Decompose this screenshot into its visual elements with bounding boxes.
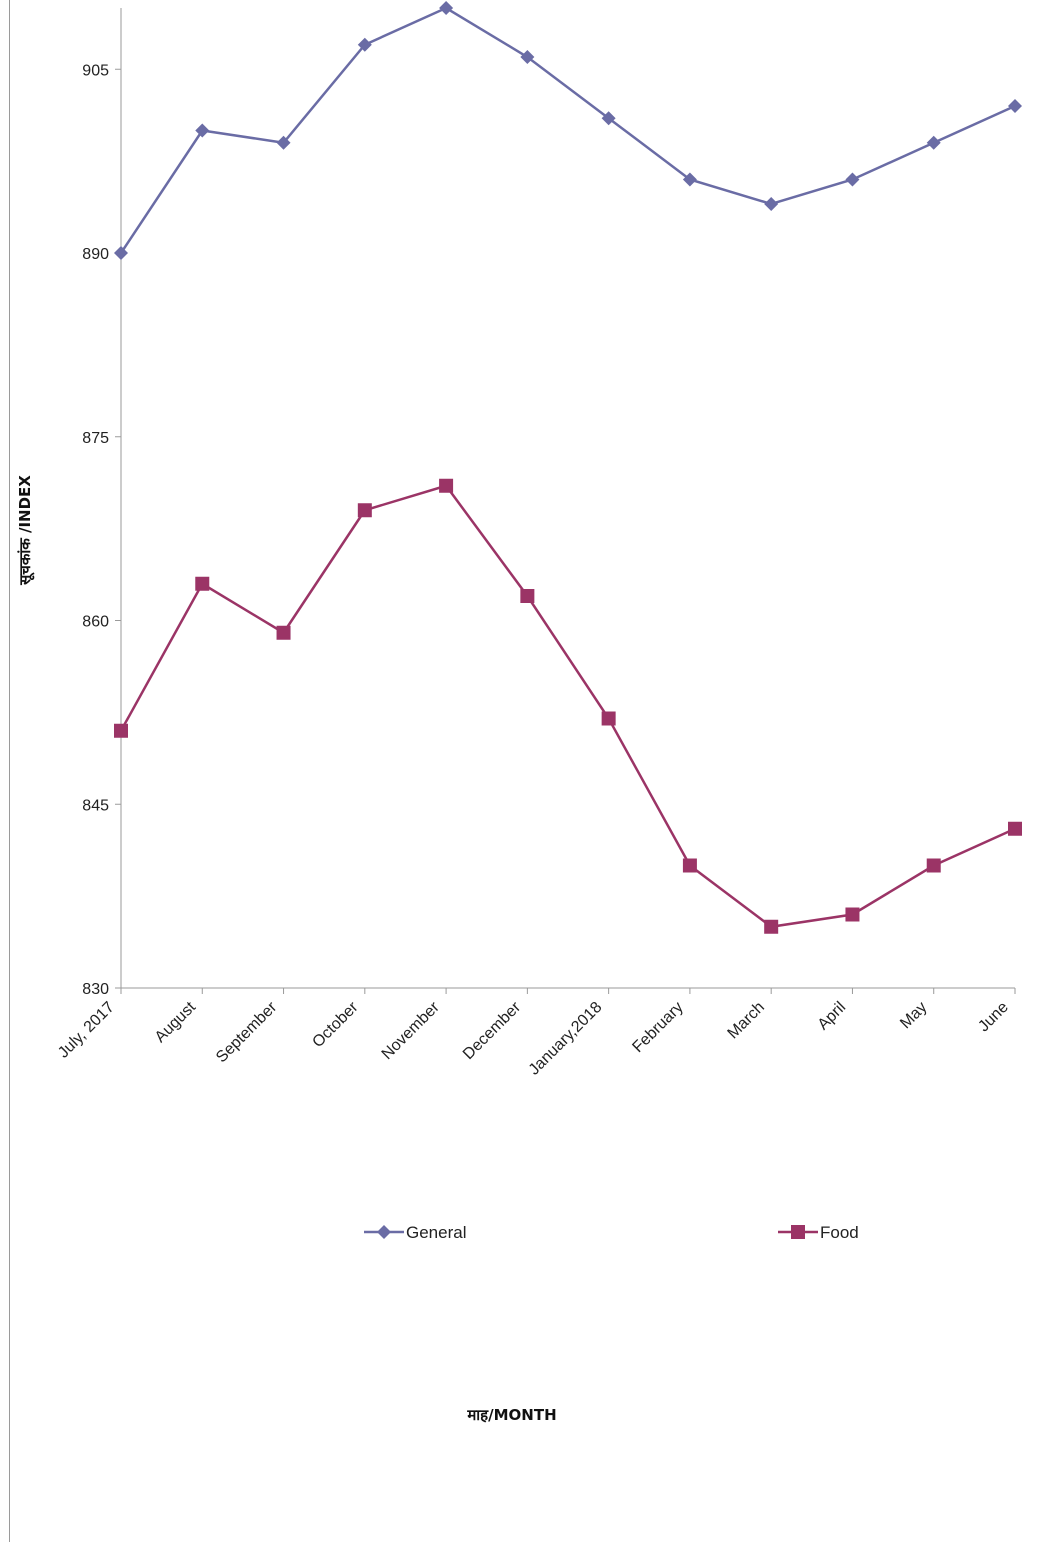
series-line-general <box>119 6 1016 254</box>
y-tick-label: 860 <box>82 614 109 631</box>
x-tick-label: January,2018 <box>526 999 606 1079</box>
legend-item-food: Food <box>778 1223 859 1242</box>
data-point-general <box>439 1 454 15</box>
data-point-general <box>764 197 779 211</box>
x-tick-label: August <box>152 998 200 1046</box>
data-point-food <box>520 589 535 603</box>
x-tick-label: February <box>629 999 686 1056</box>
data-point-food <box>114 723 128 738</box>
x-tick-label: May <box>897 999 930 1032</box>
x-tick-label: November <box>379 998 444 1063</box>
y-tick-label: 905 <box>82 62 109 79</box>
data-point-food <box>439 478 454 493</box>
data-point-food <box>276 625 291 640</box>
data-point-general <box>520 50 535 64</box>
data-point-general <box>601 111 616 126</box>
y-tick-label: 890 <box>82 246 109 263</box>
data-point-food <box>926 858 941 873</box>
data-point-food <box>357 503 372 518</box>
series-layer <box>114 1 1022 934</box>
y-tick-label: 830 <box>82 981 109 998</box>
y-axis-title: सूचकांक /INDEX <box>16 475 35 586</box>
x-tick-label: June <box>975 999 1012 1036</box>
data-point-food <box>764 919 779 934</box>
y-tick-label: 875 <box>82 430 109 447</box>
x-tick-label: October <box>309 998 362 1051</box>
data-point-general <box>845 172 860 187</box>
data-point-general <box>926 135 941 150</box>
legend-label-general: General <box>406 1223 466 1242</box>
x-tick-label: April <box>815 999 850 1034</box>
x-tick-label: September <box>213 998 281 1066</box>
data-point-food <box>845 907 860 922</box>
x-tick-label: July, 2017 <box>55 999 118 1062</box>
data-point-general <box>276 135 291 150</box>
legend-marker-food <box>791 1225 805 1239</box>
data-point-general <box>682 172 697 187</box>
data-point-food <box>601 711 616 726</box>
y-axis: 830 845 860 875 890 905 <box>82 8 122 998</box>
legend: General Food <box>364 1223 859 1242</box>
chart-left-border <box>9 0 10 1542</box>
legend-marker-general <box>377 1225 391 1239</box>
data-point-general <box>195 123 210 138</box>
series-general <box>114 1 1022 260</box>
x-tick-label: March <box>725 999 768 1042</box>
x-axis-title: माह/MONTH <box>466 1406 556 1424</box>
data-point-general <box>357 37 372 52</box>
series-line-food <box>119 484 1016 929</box>
data-point-food <box>195 576 210 591</box>
x-tick-label: December <box>460 998 525 1063</box>
y-tick-label: 845 <box>82 797 109 814</box>
data-point-food <box>1008 821 1022 836</box>
data-point-general <box>1008 99 1022 113</box>
x-axis: July, 2017 August September October November… <box>55 987 1016 1079</box>
data-point-food <box>682 858 697 873</box>
series-food <box>114 478 1022 934</box>
data-point-general <box>114 246 128 260</box>
legend-label-food: Food <box>820 1223 859 1242</box>
legend-item-general: General <box>364 1223 466 1242</box>
